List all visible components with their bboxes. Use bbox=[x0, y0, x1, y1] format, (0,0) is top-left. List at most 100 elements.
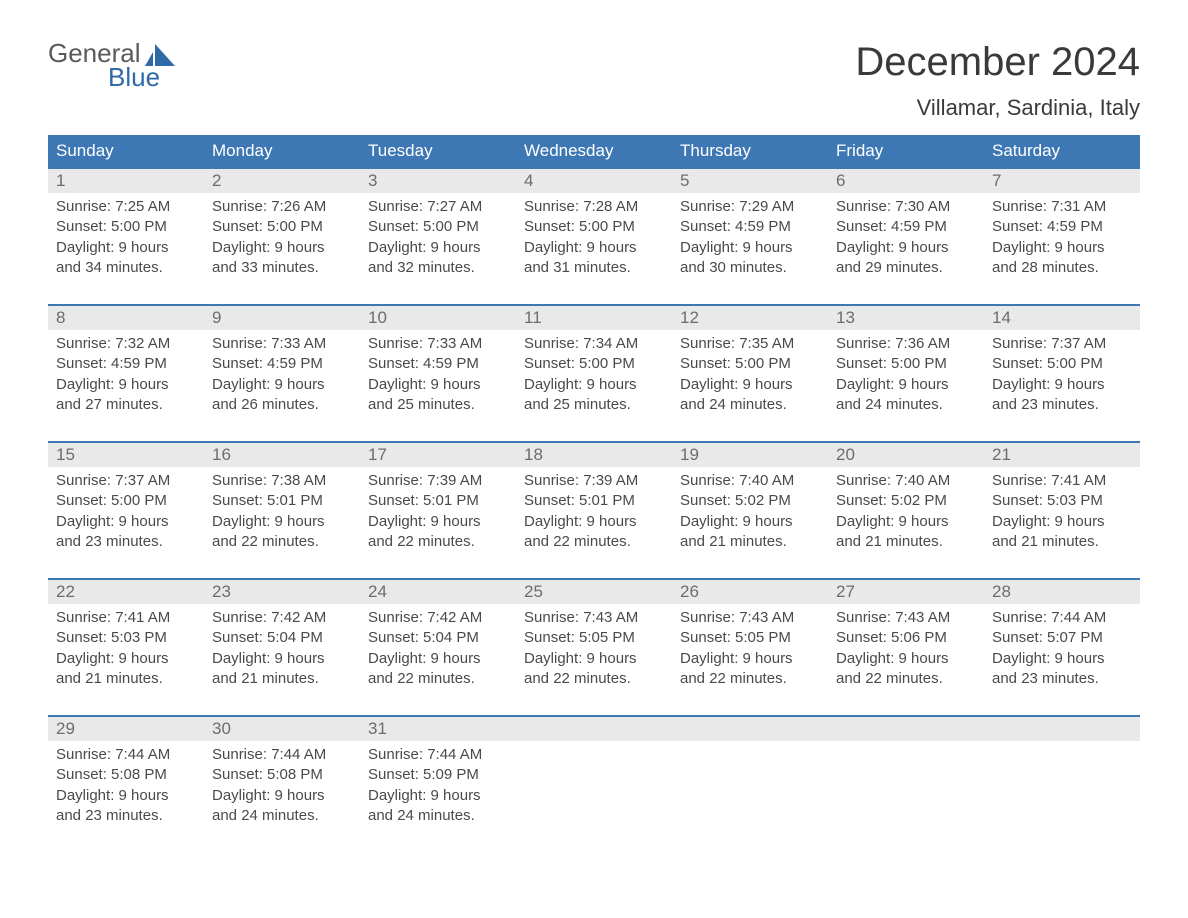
daylight-line: Daylight: 9 hours and 22 minutes. bbox=[524, 512, 664, 553]
day-number: 3 bbox=[360, 169, 516, 193]
daylight-line: Daylight: 9 hours and 22 minutes. bbox=[368, 512, 508, 553]
dow-friday: Friday bbox=[828, 135, 984, 167]
day-number: . bbox=[984, 717, 1140, 741]
sunrise-line: Sunrise: 7:28 AM bbox=[524, 197, 664, 217]
sunrise-line: Sunrise: 7:43 AM bbox=[836, 608, 976, 628]
daylight-line: Daylight: 9 hours and 24 minutes. bbox=[836, 375, 976, 416]
daylight-line: Daylight: 9 hours and 22 minutes. bbox=[836, 649, 976, 690]
daylight-line: Daylight: 9 hours and 22 minutes. bbox=[212, 512, 352, 553]
sunset-line: Sunset: 5:07 PM bbox=[992, 628, 1132, 648]
daylight-line: Daylight: 9 hours and 23 minutes. bbox=[56, 512, 196, 553]
sunset-line: Sunset: 5:00 PM bbox=[836, 354, 976, 374]
day-info: Sunrise: 7:27 AMSunset: 5:00 PMDaylight:… bbox=[368, 197, 508, 278]
sunset-line: Sunset: 4:59 PM bbox=[56, 354, 196, 374]
day-cell: 28Sunrise: 7:44 AMSunset: 5:07 PMDayligh… bbox=[984, 580, 1140, 705]
daylight-line: Daylight: 9 hours and 23 minutes. bbox=[992, 375, 1132, 416]
sunset-line: Sunset: 5:03 PM bbox=[992, 491, 1132, 511]
day-number: 7 bbox=[984, 169, 1140, 193]
day-number: 6 bbox=[828, 169, 984, 193]
sunrise-line: Sunrise: 7:41 AM bbox=[56, 608, 196, 628]
daylight-line: Daylight: 9 hours and 21 minutes. bbox=[992, 512, 1132, 553]
day-info: Sunrise: 7:25 AMSunset: 5:00 PMDaylight:… bbox=[56, 197, 196, 278]
header-row: General Blue December 2024 Villamar, Sar… bbox=[48, 40, 1140, 121]
sunrise-line: Sunrise: 7:38 AM bbox=[212, 471, 352, 491]
day-cell-empty: . bbox=[672, 717, 828, 842]
day-info: Sunrise: 7:39 AMSunset: 5:01 PMDaylight:… bbox=[368, 471, 508, 552]
week-row: 29 Sunrise: 7:44 AMSunset: 5:08 PMDayligh… bbox=[48, 715, 1140, 842]
sunrise-line: Sunrise: 7:40 AM bbox=[836, 471, 976, 491]
daylight-line: Daylight: 9 hours and 25 minutes. bbox=[368, 375, 508, 416]
day-info: Sunrise: 7:41 AMSunset: 5:03 PMDaylight:… bbox=[992, 471, 1132, 552]
sunrise-line: Sunrise: 7:31 AM bbox=[992, 197, 1132, 217]
day-info: Sunrise: 7:29 AMSunset: 4:59 PMDaylight:… bbox=[680, 197, 820, 278]
sunrise-line: Sunrise: 7:43 AM bbox=[680, 608, 820, 628]
sunset-line: Sunset: 4:59 PM bbox=[992, 217, 1132, 237]
sunrise-line: Sunrise: 7:40 AM bbox=[680, 471, 820, 491]
day-info: Sunrise: 7:44 AMSunset: 5:08 PMDaylight:… bbox=[56, 745, 196, 826]
daylight-line: Daylight: 9 hours and 29 minutes. bbox=[836, 238, 976, 279]
day-info: Sunrise: 7:44 AMSunset: 5:08 PMDaylight:… bbox=[212, 745, 352, 826]
sunrise-line: Sunrise: 7:42 AM bbox=[212, 608, 352, 628]
daylight-line: Daylight: 9 hours and 34 minutes. bbox=[56, 238, 196, 279]
day-number: 30 bbox=[204, 717, 360, 741]
day-cell: 15 Sunrise: 7:37 AMSunset: 5:00 PMDayligh… bbox=[48, 443, 204, 568]
sunset-line: Sunset: 5:00 PM bbox=[56, 217, 196, 237]
day-info: Sunrise: 7:26 AMSunset: 5:00 PMDaylight:… bbox=[212, 197, 352, 278]
day-info: Sunrise: 7:38 AMSunset: 5:01 PMDaylight:… bbox=[212, 471, 352, 552]
page-title: December 2024 bbox=[855, 40, 1140, 85]
day-number: 2 bbox=[204, 169, 360, 193]
day-cell-empty: . bbox=[828, 717, 984, 842]
day-number: 10 bbox=[360, 306, 516, 330]
day-info: Sunrise: 7:43 AMSunset: 5:06 PMDaylight:… bbox=[836, 608, 976, 689]
sunset-line: Sunset: 4:59 PM bbox=[680, 217, 820, 237]
sunrise-line: Sunrise: 7:44 AM bbox=[368, 745, 508, 765]
day-info: Sunrise: 7:35 AMSunset: 5:00 PMDaylight:… bbox=[680, 334, 820, 415]
sunrise-line: Sunrise: 7:36 AM bbox=[836, 334, 976, 354]
weeks-container: 1Sunrise: 7:25 AMSunset: 5:00 PMDaylight… bbox=[48, 167, 1140, 842]
day-info: Sunrise: 7:39 AMSunset: 5:01 PMDaylight:… bbox=[524, 471, 664, 552]
day-number: 22 bbox=[48, 580, 204, 604]
day-info: Sunrise: 7:33 AMSunset: 4:59 PMDaylight:… bbox=[212, 334, 352, 415]
day-info: Sunrise: 7:33 AMSunset: 4:59 PMDaylight:… bbox=[368, 334, 508, 415]
sunrise-line: Sunrise: 7:30 AM bbox=[836, 197, 976, 217]
day-cell: 19Sunrise: 7:40 AMSunset: 5:02 PMDayligh… bbox=[672, 443, 828, 568]
day-info: Sunrise: 7:36 AMSunset: 5:00 PMDaylight:… bbox=[836, 334, 976, 415]
day-number: 20 bbox=[828, 443, 984, 467]
sunrise-line: Sunrise: 7:37 AM bbox=[56, 471, 196, 491]
daylight-line: Daylight: 9 hours and 26 minutes. bbox=[212, 375, 352, 416]
dow-monday: Monday bbox=[204, 135, 360, 167]
day-cell: 24Sunrise: 7:42 AMSunset: 5:04 PMDayligh… bbox=[360, 580, 516, 705]
day-cell: 5Sunrise: 7:29 AMSunset: 4:59 PMDaylight… bbox=[672, 169, 828, 294]
day-info: Sunrise: 7:28 AMSunset: 5:00 PMDaylight:… bbox=[524, 197, 664, 278]
sunset-line: Sunset: 5:04 PM bbox=[368, 628, 508, 648]
sunset-line: Sunset: 5:09 PM bbox=[368, 765, 508, 785]
day-number: 19 bbox=[672, 443, 828, 467]
sunrise-line: Sunrise: 7:34 AM bbox=[524, 334, 664, 354]
brand-word-blue: Blue bbox=[108, 64, 175, 90]
daylight-line: Daylight: 9 hours and 24 minutes. bbox=[212, 786, 352, 827]
day-cell: 25Sunrise: 7:43 AMSunset: 5:05 PMDayligh… bbox=[516, 580, 672, 705]
day-number: 29 bbox=[48, 717, 204, 741]
day-cell: 12Sunrise: 7:35 AMSunset: 5:00 PMDayligh… bbox=[672, 306, 828, 431]
sunrise-line: Sunrise: 7:44 AM bbox=[992, 608, 1132, 628]
day-info: Sunrise: 7:37 AMSunset: 5:00 PMDaylight:… bbox=[56, 471, 196, 552]
sunset-line: Sunset: 5:04 PM bbox=[212, 628, 352, 648]
sunrise-line: Sunrise: 7:35 AM bbox=[680, 334, 820, 354]
daylight-line: Daylight: 9 hours and 25 minutes. bbox=[524, 375, 664, 416]
dow-sunday: Sunday bbox=[48, 135, 204, 167]
sunset-line: Sunset: 5:00 PM bbox=[524, 217, 664, 237]
sunrise-line: Sunrise: 7:33 AM bbox=[368, 334, 508, 354]
day-cell: 1Sunrise: 7:25 AMSunset: 5:00 PMDaylight… bbox=[48, 169, 204, 294]
day-number: 9 bbox=[204, 306, 360, 330]
day-cell: 29 Sunrise: 7:44 AMSunset: 5:08 PMDayligh… bbox=[48, 717, 204, 842]
day-info: Sunrise: 7:30 AMSunset: 4:59 PMDaylight:… bbox=[836, 197, 976, 278]
daylight-line: Daylight: 9 hours and 28 minutes. bbox=[992, 238, 1132, 279]
day-number: 15 bbox=[48, 443, 204, 467]
sunset-line: Sunset: 5:01 PM bbox=[524, 491, 664, 511]
sunset-line: Sunset: 5:05 PM bbox=[680, 628, 820, 648]
day-number: 13 bbox=[828, 306, 984, 330]
day-cell: 13 Sunrise: 7:36 AMSunset: 5:00 PMDayligh… bbox=[828, 306, 984, 431]
sunset-line: Sunset: 5:05 PM bbox=[524, 628, 664, 648]
day-number: 28 bbox=[984, 580, 1140, 604]
sunset-line: Sunset: 4:59 PM bbox=[368, 354, 508, 374]
